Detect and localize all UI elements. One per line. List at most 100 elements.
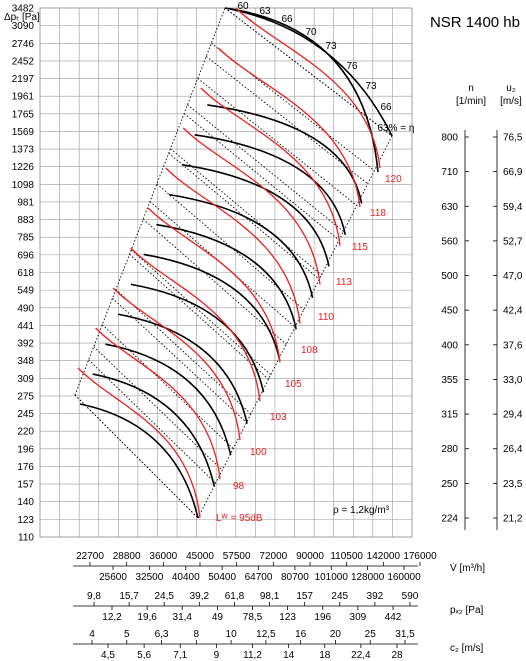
y-tick-label: 3090 — [12, 21, 35, 32]
u2-axis-label-top: u₂ — [506, 83, 516, 94]
speed-curve-450 — [156, 223, 297, 330]
y-tick-label: 245 — [17, 409, 34, 420]
flow-scale-label-lower: 25600 — [99, 572, 127, 583]
noise-label: 118 — [370, 208, 386, 219]
rpm-tick-label: 630 — [441, 202, 458, 213]
c2-scale-label-lower: 22,4 — [351, 650, 371, 661]
flow-scale-label-lower: 101000 — [315, 572, 349, 583]
noise-label: 100 — [250, 447, 267, 458]
pd2-axis-label: pₓ₂ [Pa] — [450, 605, 484, 616]
y-tick-label: 275 — [17, 391, 34, 402]
efficiency-label: 63 — [259, 6, 271, 17]
speed-curve-500 — [168, 193, 314, 298]
noise-label: 110 — [318, 312, 334, 323]
speed-curve-630 — [194, 134, 347, 236]
chart-title: NSR 1400 hb — [430, 14, 520, 31]
c2-scale-label-lower: 28 — [391, 650, 403, 661]
speed-grid-line — [170, 148, 322, 276]
rpm-tick-label: 224 — [441, 514, 458, 525]
y-tick-label: 2452 — [12, 56, 35, 67]
c2-scale-label-lower: 14 — [283, 650, 295, 661]
c2-scale-label-upper: 4 — [89, 629, 95, 640]
rpm-axis-label-top: n — [468, 83, 474, 94]
u2-axis-label-unit: [m/s] — [500, 96, 522, 107]
u2-tick-label: 59,4 — [503, 202, 523, 213]
y-tick-label: 220 — [17, 427, 34, 438]
u2-tick-label: 29,4 — [503, 410, 523, 421]
y-tick-label: 1961 — [12, 92, 35, 103]
flow-scale-label-upper: 28800 — [113, 551, 141, 562]
flow-scale-label-upper: 110500 — [330, 551, 363, 562]
efficiency-label: 60 — [237, 1, 249, 12]
noise-label: 105 — [285, 379, 302, 390]
speed-curve-280 — [105, 343, 232, 456]
efficiency-curves — [77, 7, 381, 519]
y-tick-label: 176 — [17, 462, 34, 473]
c2-scale-label-lower: 4,5 — [101, 650, 115, 661]
flow-scale-label-upper: 72000 — [259, 551, 287, 562]
u2-tick-label: 47,0 — [503, 271, 523, 282]
u2-tick-label: 33,0 — [503, 375, 523, 386]
y-tick-label: 981 — [17, 197, 34, 208]
c2-scale-label-upper: 10 — [226, 629, 238, 640]
pd2-scale-label-lower: 123 — [279, 612, 296, 623]
y-tick-label: 123 — [17, 515, 34, 526]
pd2-scale-label-upper: 590 — [402, 591, 419, 602]
pd2-scale-label-upper: 98,1 — [260, 591, 280, 602]
flow-scale-label-upper: 36000 — [149, 551, 177, 562]
pd2-scale-label-upper: 15,7 — [119, 591, 139, 602]
rpm-tick-label: 710 — [441, 167, 458, 178]
efficiency-label: 73 — [365, 81, 377, 92]
y-tick-label: 196 — [17, 444, 34, 455]
noise-label: 115 — [352, 242, 368, 253]
u2-tick-label: 42,4 — [503, 306, 523, 317]
flow-scale-label-upper: 90000 — [296, 551, 324, 562]
efficiency-curve — [217, 47, 361, 207]
density-label: ρ = 1,2kg/m³ — [333, 505, 390, 516]
performance-curves — [79, 7, 393, 519]
speed-grid-lines — [74, 7, 393, 519]
u2-tick-label: 21,2 — [503, 514, 523, 525]
noise-label: 113 — [336, 277, 352, 288]
flow-axis-label: V̇ [m³/h] — [450, 561, 485, 574]
u2-tick-label: 76,5 — [503, 133, 523, 144]
flow-scale-label-lower: 40400 — [172, 572, 200, 583]
speed-grid-line — [142, 218, 287, 345]
flow-scale-label-upper: 142000 — [367, 551, 401, 562]
c2-scale-label-lower: 18 — [319, 650, 331, 661]
c2-scale-label-upper: 6,3 — [155, 629, 169, 640]
flow-scale-label-upper: 176000 — [403, 551, 437, 562]
c2-scale-label-upper: 16 — [295, 629, 307, 640]
speed-grid-line — [74, 394, 199, 519]
speed-grid-line — [211, 42, 375, 172]
efficiency-label: 73 — [325, 41, 337, 52]
efficiency-curve — [147, 207, 281, 363]
speed-curve-710 — [207, 104, 363, 204]
pd2-scale-label-upper: 9,8 — [87, 591, 101, 602]
y-tick-label: 2197 — [12, 74, 35, 85]
efficiency-ray — [205, 56, 369, 185]
rpm-tick-label: 315 — [441, 410, 458, 421]
speed-grid-line — [197, 78, 358, 206]
rpm-tick-label: 355 — [441, 375, 458, 386]
y-tick-label: 1373 — [12, 145, 35, 156]
c2-scale-label-upper: 5 — [124, 629, 130, 640]
efficiency-label: 70 — [305, 27, 317, 38]
flow-scale-label-lower: 64700 — [245, 572, 273, 583]
pd2-scale-label-lower: 49 — [212, 612, 224, 623]
noise-label: Lᵂ = 95dB — [216, 513, 263, 524]
speed-curve-400 — [143, 253, 281, 361]
pd2-scale-label-upper: 392 — [367, 591, 384, 602]
flow-scale-label-lower: 32500 — [135, 572, 163, 583]
efficiency-curve — [235, 7, 381, 169]
y-tick-label: 1765 — [12, 109, 35, 120]
efficiency-curve — [112, 287, 241, 441]
rpm-tick-label: 800 — [441, 133, 458, 144]
flow-scale-label-lower: 80700 — [281, 572, 309, 583]
efficiency-ray — [187, 104, 344, 232]
pd2-scale-label-lower: 31,4 — [173, 612, 193, 623]
speed-grid-line — [88, 359, 216, 484]
y-tick-label: 110 — [18, 533, 34, 544]
noise-label: 103 — [270, 412, 287, 423]
speed-grid-line — [224, 7, 393, 137]
